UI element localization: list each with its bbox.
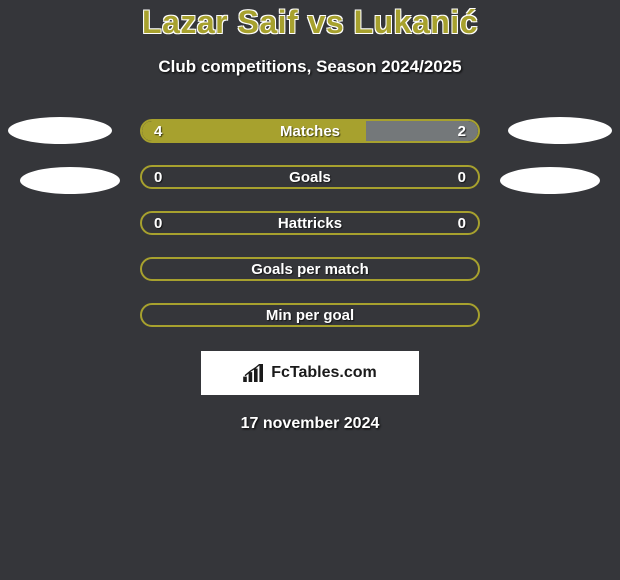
infographic-root: Lazar Saif vs Lukanić Club competitions,… (0, 0, 620, 433)
stat-row: Goals per match (0, 257, 620, 281)
decoration-ellipse (508, 117, 612, 144)
stat-label: Goals (142, 169, 478, 186)
stat-label: Min per goal (142, 307, 478, 324)
chart-icon (243, 364, 265, 382)
stat-bar: Min per goal (140, 303, 480, 327)
decoration-ellipse (8, 117, 112, 144)
page-subtitle: Club competitions, Season 2024/2025 (0, 57, 620, 77)
stat-label: Matches (142, 123, 478, 140)
stat-row: 42Matches (0, 119, 620, 143)
stat-bar: Goals per match (140, 257, 480, 281)
stat-rows: 42Matches 00Goals 00Hattricks Goals per mat… (0, 119, 620, 327)
stat-row: 00Hattricks (0, 211, 620, 235)
stat-bar: 42Matches (140, 119, 480, 143)
date-label: 17 november 2024 (0, 415, 620, 433)
decoration-ellipse (500, 167, 600, 194)
source-badge: FcTables.com (201, 351, 419, 395)
page-title: Lazar Saif vs Lukanić (0, 4, 620, 41)
stat-label: Hattricks (142, 215, 478, 232)
stat-row: 00Goals (0, 165, 620, 189)
stat-row: Min per goal (0, 303, 620, 327)
stat-bar: 00Goals (140, 165, 480, 189)
stat-label: Goals per match (142, 261, 478, 278)
stat-bar: 00Hattricks (140, 211, 480, 235)
decoration-ellipse (20, 167, 120, 194)
source-badge-text: FcTables.com (271, 364, 377, 382)
